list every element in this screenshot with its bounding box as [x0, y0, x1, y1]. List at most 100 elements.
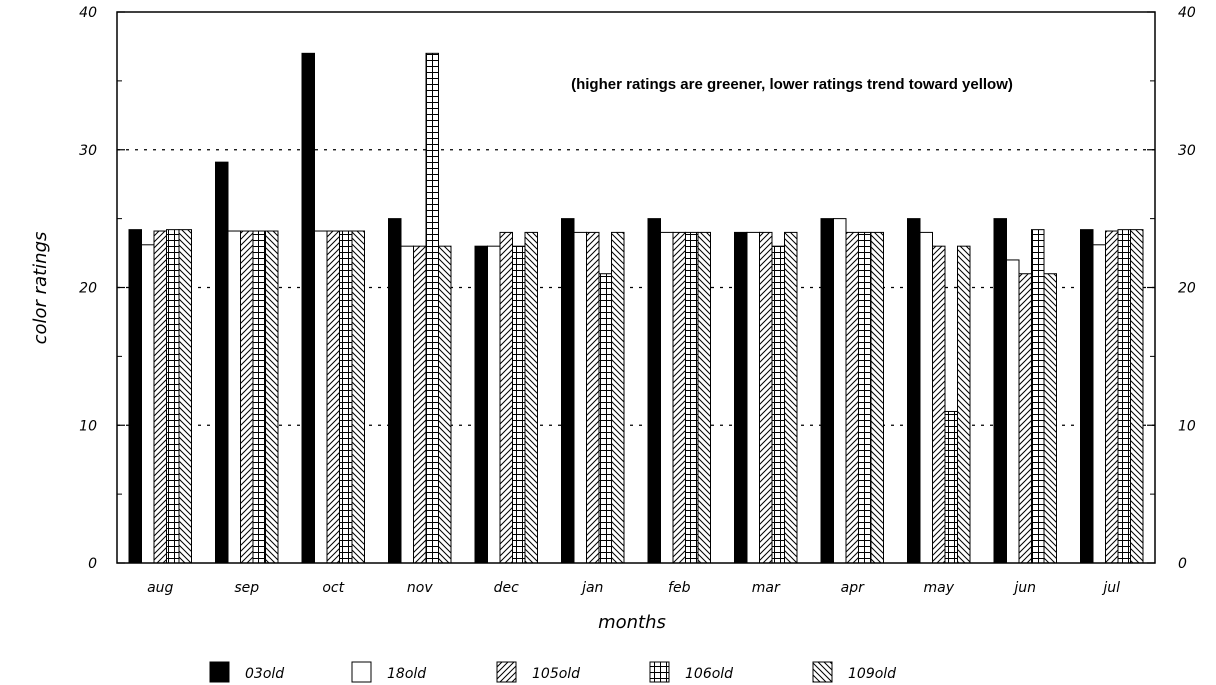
bar-105old-may [932, 245, 946, 564]
x-tick-label-dec: dec [494, 580, 520, 596]
bar-109old-sep [265, 230, 279, 564]
y-tick-label: 10 [79, 418, 97, 434]
legend-swatch-106old [649, 661, 670, 683]
y-tick-label-right: 40 [1178, 5, 1196, 21]
bar-105old-jul [1105, 230, 1119, 564]
x-tick-label-apr: apr [841, 580, 865, 596]
bar-18old-feb [660, 231, 674, 564]
x-tick-label-sep: sep [234, 580, 259, 596]
bar-109old-apr [870, 231, 884, 564]
y-tick-label-right: 0 [1178, 556, 1187, 572]
bar-109old-aug [178, 229, 192, 564]
x-tick-label-aug: aug [147, 580, 173, 596]
bar-105old-dec [499, 231, 513, 564]
bar-105old-nov [413, 245, 427, 564]
gridlines [117, 149, 1155, 426]
bar-03old-jan [561, 218, 575, 564]
bar-109old-jun [1043, 273, 1057, 564]
bar-18old-sep [227, 230, 241, 564]
bar-106old-feb [685, 231, 699, 564]
bar-18old-nov [400, 245, 414, 564]
y-tick-label-right: 20 [1178, 281, 1196, 297]
legend-swatch-18old [351, 661, 372, 683]
bar-03old-oct [301, 52, 315, 564]
bar-03old-mar [734, 231, 748, 564]
bar-106old-aug [166, 229, 180, 564]
y-axis-title: color ratings [30, 232, 51, 345]
x-tick-label-jun: jun [1012, 580, 1036, 596]
x-tick-label-oct: oct [322, 580, 344, 596]
bar-106old-jul [1117, 229, 1131, 564]
bar-18old-oct [314, 230, 328, 564]
bar-109old-mar [784, 231, 798, 564]
x-axis-title: months [598, 612, 666, 633]
bar-18old-jul [1092, 244, 1106, 564]
bar-109old-jul [1130, 229, 1144, 564]
bar-18old-mar [746, 231, 760, 564]
legend-label-18old: 18old [387, 666, 426, 682]
y-tick-label: 20 [79, 281, 97, 297]
x-tick-label-nov: nov [407, 580, 433, 596]
y-tick-label-right: 30 [1178, 143, 1196, 159]
bars [128, 52, 1144, 564]
bar-109old-oct [351, 230, 365, 564]
x-tick-label-may: may [923, 580, 954, 596]
legend-label-106old: 106old [685, 666, 733, 682]
bar-106old-oct [339, 230, 353, 564]
bar-109old-feb [697, 231, 711, 564]
bar-106old-may [944, 410, 958, 564]
bar-105old-aug [153, 230, 167, 564]
y-tick-label-right: 10 [1178, 418, 1196, 434]
legend-label-109old: 109old [848, 666, 896, 682]
bar-109old-may [957, 245, 971, 564]
bar-105old-oct [326, 230, 340, 564]
bar-03old-jun [993, 218, 1007, 564]
bar-106old-jan [598, 273, 612, 564]
y-tick-label: 0 [88, 556, 97, 572]
y-tick-label: 40 [79, 5, 97, 21]
bar-106old-sep [252, 230, 266, 564]
bar-105old-sep [240, 230, 254, 564]
legend-label-105old: 105old [532, 666, 580, 682]
x-tick-label-jul: jul [1101, 580, 1120, 596]
bar-03old-apr [820, 218, 834, 564]
bar-109old-jan [611, 231, 625, 564]
bar-106old-mar [771, 245, 785, 564]
bar-106old-nov [425, 52, 439, 564]
y-axis-right: 0 10 20 30 40 [1147, 5, 1196, 572]
legend: 03old 18old 105old 106old 109old [209, 661, 896, 683]
bar-18old-jan [573, 231, 587, 564]
bar-105old-jun [1018, 273, 1032, 564]
bar-03old-may [907, 218, 921, 564]
bar-03old-nov [388, 218, 402, 564]
legend-swatch-03old [209, 661, 230, 683]
bar-03old-dec [474, 245, 488, 564]
bar-105old-feb [672, 231, 686, 564]
bar-106old-apr [858, 231, 872, 564]
bar-18old-may [919, 231, 933, 564]
y-tick-label: 30 [79, 143, 97, 159]
bar-03old-jul [1080, 229, 1094, 564]
bar-18old-jun [1006, 259, 1020, 564]
bar-18old-apr [833, 218, 847, 564]
bar-18old-aug [141, 244, 155, 564]
x-tick-label-jan: jan [580, 580, 603, 596]
bar-105old-jan [586, 231, 600, 564]
x-tick-label-mar: mar [752, 580, 781, 596]
bar-105old-mar [759, 231, 773, 564]
legend-swatch-109old [812, 661, 833, 683]
bar-03old-feb [647, 218, 661, 564]
bar-105old-apr [845, 231, 859, 564]
bar-106old-jun [1031, 229, 1045, 564]
y-axis-left: 0 10 20 30 40 [79, 5, 125, 572]
bar-03old-sep [215, 161, 229, 564]
x-axis: aug sep oct nov dec jan feb mar apr may jun jul [147, 580, 1120, 596]
legend-label-03old: 03old [245, 666, 284, 682]
bar-106old-dec [512, 245, 526, 564]
x-tick-label-feb: feb [668, 580, 691, 596]
bar-109old-nov [438, 245, 452, 564]
bar-18old-dec [487, 245, 501, 564]
chart-annotation: (higher ratings are greener, lower ratin… [571, 76, 1013, 93]
bar-109old-dec [524, 231, 538, 564]
